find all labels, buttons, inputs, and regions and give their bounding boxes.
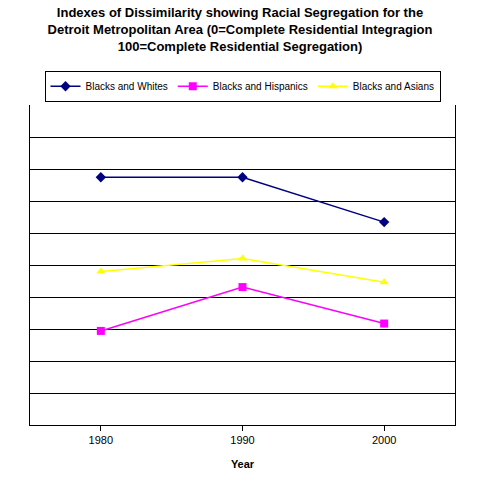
svg-text:1990: 1990 bbox=[230, 434, 254, 446]
svg-text:1980: 1980 bbox=[89, 434, 113, 446]
svg-text:Blacks and Asians: Blacks and Asians bbox=[353, 81, 434, 92]
svg-text:Indexes of Dissimilarity showi: Indexes of Dissimilarity showing Racial … bbox=[48, 5, 433, 54]
svg-text:Blacks and Hispanics: Blacks and Hispanics bbox=[213, 81, 308, 92]
svg-text:Blacks and Whites: Blacks and Whites bbox=[86, 81, 168, 92]
svg-text:2000: 2000 bbox=[372, 434, 396, 446]
svg-text:Year: Year bbox=[231, 458, 255, 470]
